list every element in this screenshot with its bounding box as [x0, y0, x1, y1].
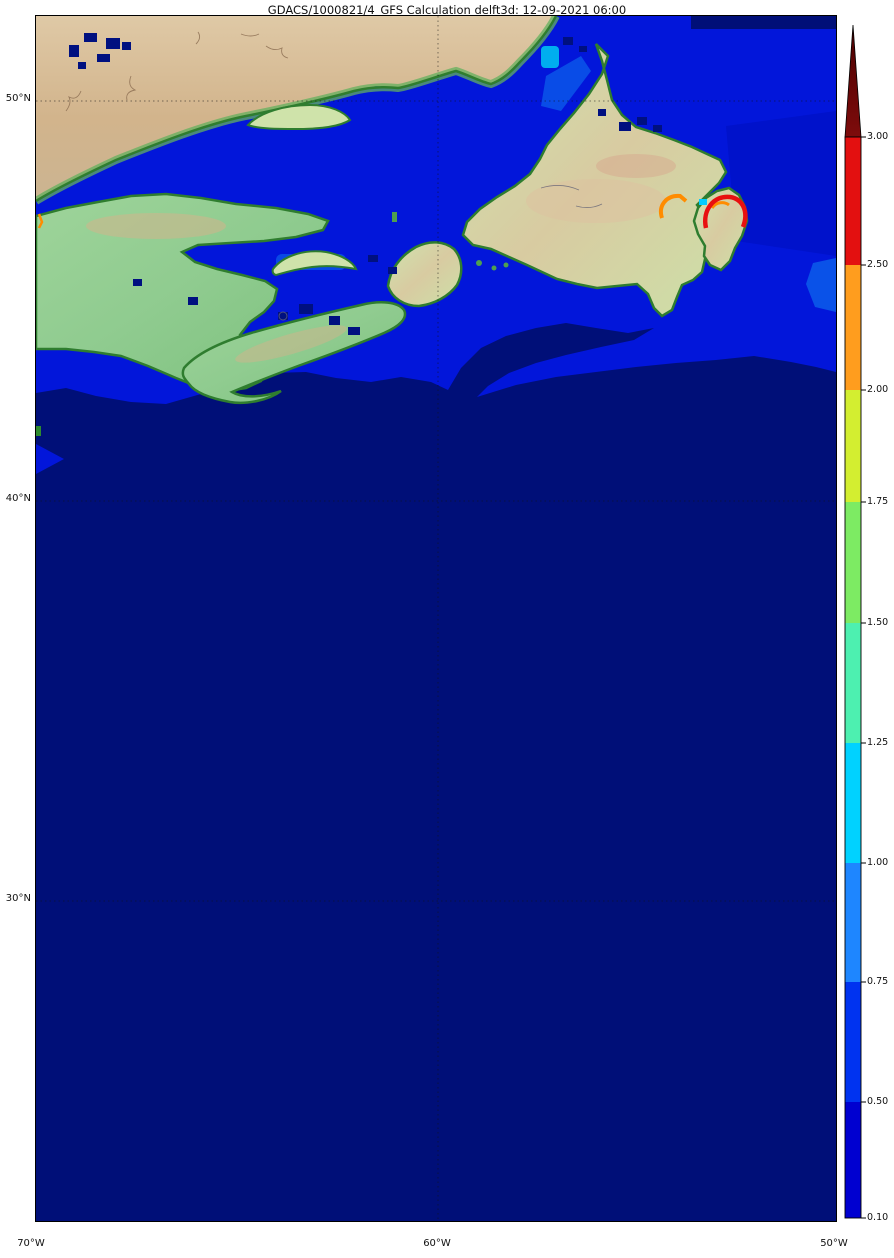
cb-label-100: 1.00 — [867, 857, 889, 868]
surge-sliver-west — [37, 213, 44, 229]
cb-label-150: 1.50 — [867, 617, 889, 628]
land-anticosti — [246, 103, 352, 131]
newfoundland-interior-highland — [526, 179, 666, 223]
plot-title: GDACS/1000821/4_GFS Calculation delft3d:… — [267, 3, 627, 17]
x-axis-label-50w: 50°W — [820, 1238, 848, 1249]
x-axis-label-70w: 70°W — [17, 1238, 45, 1249]
very-shallow-strait-patch — [541, 46, 559, 68]
x-axis-label-60w: 60°W — [423, 1238, 451, 1249]
y-axis-label-50n: 50°N — [5, 93, 31, 104]
land-cape-breton — [386, 241, 463, 308]
shelf-notch-west-edge — [36, 444, 64, 474]
surge-hotspot-orange-inner — [710, 201, 730, 209]
lake-contours-newfoundland — [278, 185, 603, 321]
newfoundland-ridge — [596, 154, 676, 178]
shallow-patch-east-edge — [806, 258, 836, 312]
land-new-brunswick-gaspe — [36, 192, 330, 393]
land-pei — [271, 250, 358, 277]
gaspe-highland — [86, 213, 226, 239]
magdalen-islands — [392, 212, 397, 222]
cb-label-300: 3.00 — [867, 131, 889, 142]
surge-hotspot-orange-arc — [659, 193, 688, 219]
colorbar-outline — [844, 136, 862, 1219]
small-island — [476, 260, 482, 266]
small-island — [491, 265, 497, 271]
graticule — [36, 16, 836, 1221]
strait-of-belle-isle-water — [541, 56, 591, 111]
colorbar-ticks — [861, 136, 866, 1219]
map-area — [35, 15, 837, 1222]
hydrography-contours — [65, 31, 289, 112]
north-boundary-strip — [691, 16, 836, 29]
surge-hotspot-red-arc — [702, 194, 748, 229]
cb-label-200: 2.00 — [867, 384, 889, 395]
y-axis-label-30n: 30°N — [5, 893, 31, 904]
nova-scotia-highland — [235, 325, 347, 363]
colorbar-segments — [845, 137, 861, 1218]
colorbar — [844, 24, 866, 1219]
cb-label-125: 1.25 — [867, 737, 889, 748]
hotspot-cyan-cell — [699, 199, 707, 205]
model-grid-cells — [69, 33, 662, 335]
cb-label-050: 0.50 — [867, 1096, 889, 1107]
small-island — [503, 262, 509, 268]
map-svg — [36, 16, 836, 1221]
cb-label-010: 0.10 — [867, 1212, 889, 1223]
deep-ocean — [36, 323, 836, 1221]
y-axis-label-40n: 40°N — [5, 493, 31, 504]
land-quebec-labrador — [36, 16, 556, 201]
cb-label-075: 0.75 — [867, 976, 889, 987]
colorbar-overflow-arrow — [844, 24, 862, 138]
water-east-of-newfoundland — [726, 111, 836, 256]
coastline-north-shore — [36, 16, 558, 203]
cb-label-175: 1.75 — [867, 496, 889, 507]
cb-label-250: 2.50 — [867, 259, 889, 270]
coast-cell-west-edge — [36, 426, 41, 436]
